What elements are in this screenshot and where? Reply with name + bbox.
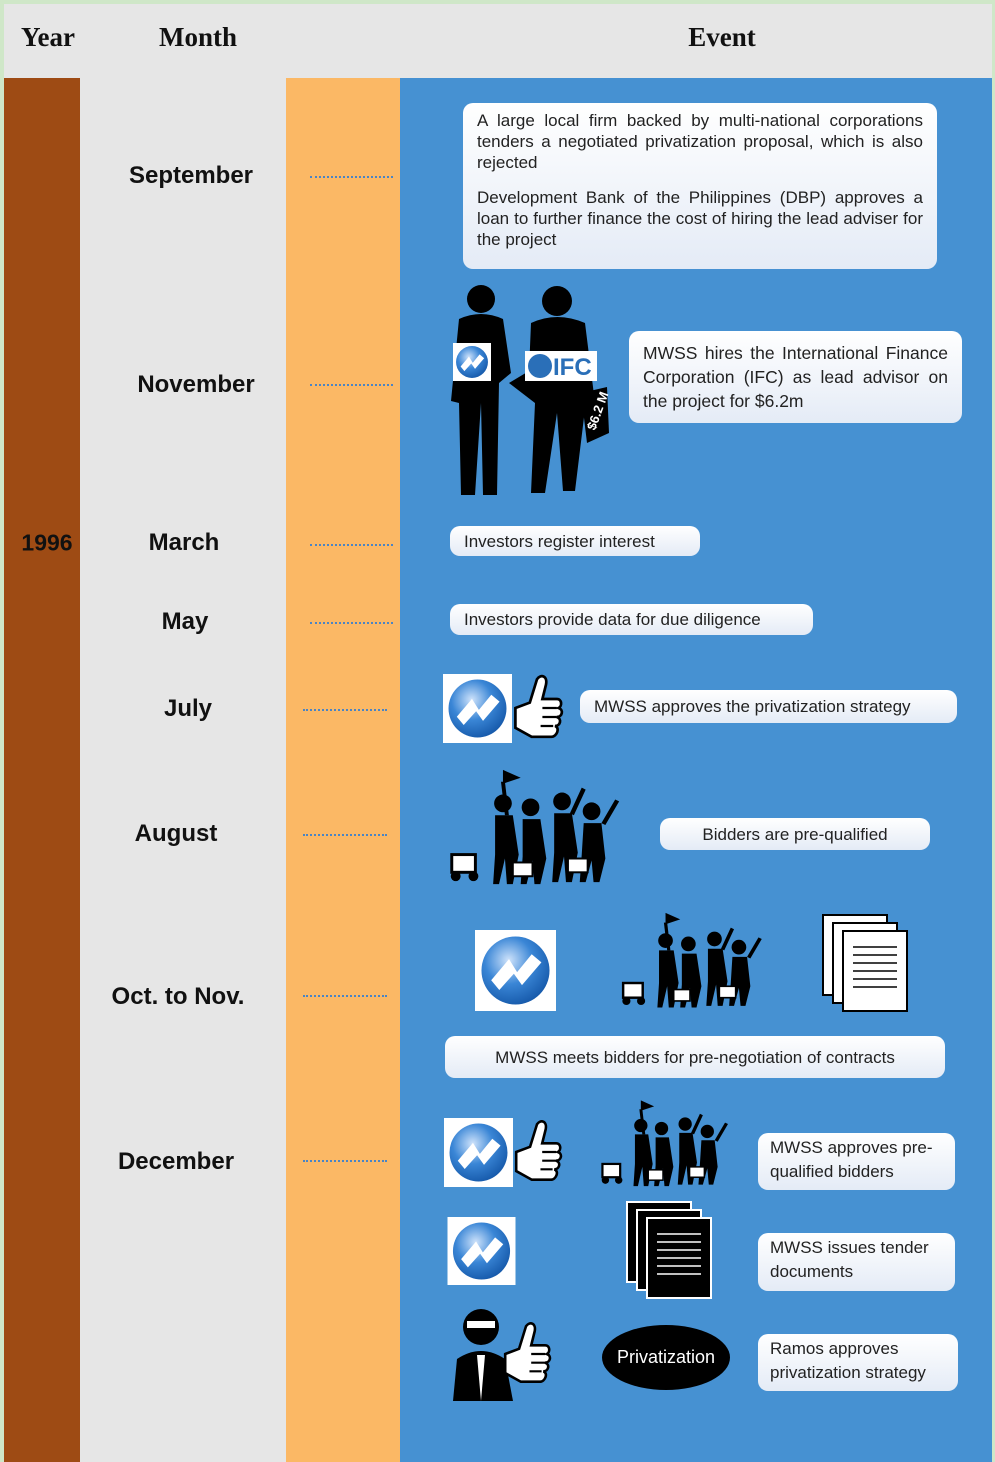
- event-box: MWSS meets bidders for pre-negotiation o…: [445, 1036, 945, 1078]
- month-label: July: [164, 695, 212, 723]
- mwss-logo: [475, 930, 556, 1011]
- month-label: August: [135, 820, 218, 848]
- connector: [310, 384, 393, 386]
- month-label: November: [137, 371, 254, 399]
- bidders-icon: [596, 1096, 730, 1192]
- header-month: Month: [159, 22, 237, 53]
- month-column: [80, 78, 286, 1462]
- privatization-icon: Privatization: [602, 1325, 730, 1390]
- event-text: MWSS approves the privatization strategy: [594, 696, 911, 717]
- year-column: [4, 78, 80, 1462]
- mwss-logo: [447, 1217, 516, 1285]
- month-label: Oct. to Nov.: [112, 983, 245, 1011]
- documents-icon: [625, 1200, 715, 1300]
- event-box: MWSS approves pre-qualified bidders: [758, 1133, 955, 1190]
- header-event: Event: [688, 22, 756, 53]
- event-text: Ramos approves privatization strategy: [770, 1337, 946, 1385]
- handshake-icon: IFC $6.2 M: [445, 283, 615, 495]
- thumbs-up-icon: [510, 672, 564, 744]
- event-text: Bidders are pre-qualified: [702, 824, 887, 845]
- event-box: Bidders are pre-qualified: [660, 818, 930, 850]
- documents-icon: [818, 913, 914, 1013]
- icon-label: Privatization: [617, 1347, 715, 1367]
- event-text: MWSS approves pre-qualified bidders: [770, 1136, 943, 1184]
- connector: [310, 544, 393, 546]
- month-label: December: [118, 1148, 234, 1176]
- connector: [310, 622, 393, 624]
- event-text: MWSS hires the International Finance Cor…: [643, 341, 948, 413]
- month-label: September: [129, 162, 253, 190]
- month-label: May: [162, 608, 209, 636]
- connector: [310, 176, 393, 178]
- event-box: A large local firm backed by multi-natio…: [463, 103, 937, 269]
- event-box: MWSS hires the International Finance Cor…: [629, 331, 962, 423]
- event-text: MWSS meets bidders for pre-negotiation o…: [495, 1047, 895, 1068]
- connector: [303, 1160, 387, 1162]
- event-box: Ramos approves privatization strategy: [758, 1334, 958, 1391]
- event-box: Investors register interest: [450, 526, 700, 556]
- event-text: MWSS issues tender documents: [770, 1236, 943, 1284]
- event-box: Investors provide data for due diligence: [450, 604, 813, 635]
- connector: [303, 709, 387, 711]
- bidders-icon: [612, 908, 768, 1014]
- page: Year Month Event 1996 September November…: [0, 0, 995, 1462]
- event-text: Development Bank of the Philippines (DBP…: [477, 187, 923, 250]
- connector: [303, 995, 387, 997]
- event-text: A large local firm backed by multi-natio…: [477, 110, 923, 173]
- mwss-logo: [444, 1118, 513, 1187]
- bidders-icon: [440, 764, 625, 892]
- header-year: Year: [21, 22, 75, 53]
- icon-label: IFC: [553, 354, 592, 381]
- event-box: MWSS approves the privatization strategy: [580, 690, 957, 723]
- event-box: MWSS issues tender documents: [758, 1233, 955, 1291]
- month-label: March: [149, 529, 220, 557]
- mwss-logo: [443, 674, 512, 743]
- event-text: Investors provide data for due diligence: [464, 609, 761, 630]
- connector-column: [286, 78, 400, 1462]
- thumbs-up-icon: [511, 1116, 563, 1188]
- connector: [303, 834, 387, 836]
- year-label: 1996: [21, 530, 72, 557]
- thumbs-up-icon: [500, 1318, 552, 1390]
- event-text: Investors register interest: [464, 531, 655, 552]
